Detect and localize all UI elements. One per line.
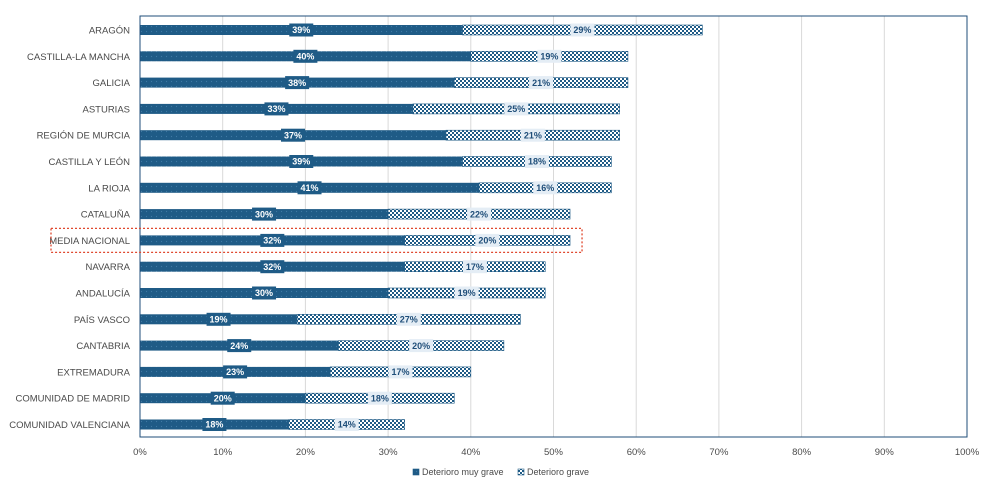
legend-label-deterioro-muy-grave: Deterioro muy grave bbox=[422, 467, 504, 477]
data-label: 24% bbox=[230, 341, 248, 351]
category-label: COMUNIDAD VALENCIANA bbox=[9, 420, 130, 431]
data-label-box bbox=[289, 23, 314, 37]
x-tick-label: 10% bbox=[213, 447, 233, 458]
data-label-box bbox=[252, 207, 277, 221]
data-label-box bbox=[260, 233, 285, 247]
data-label-box bbox=[454, 286, 479, 300]
data-label-box bbox=[227, 339, 252, 353]
x-tick-label: 20% bbox=[296, 447, 316, 458]
data-label-box bbox=[520, 128, 545, 142]
category-label: COMUNIDAD DE MADRID bbox=[15, 394, 130, 405]
data-label: 14% bbox=[338, 420, 356, 430]
x-tick-label: 0% bbox=[133, 447, 147, 458]
highlight-box bbox=[50, 227, 583, 254]
data-label-box bbox=[462, 260, 487, 274]
legend-swatch-deterioro-muy-grave bbox=[412, 468, 420, 476]
data-label: 39% bbox=[292, 157, 310, 167]
data-label: 18% bbox=[205, 420, 223, 430]
data-label-box bbox=[409, 339, 434, 353]
category-label: CANTABRIA bbox=[76, 341, 130, 352]
data-label-box bbox=[524, 155, 549, 168]
data-label-box bbox=[206, 312, 231, 326]
data-label: 20% bbox=[412, 341, 430, 351]
data-label: 19% bbox=[210, 315, 228, 325]
data-label: 16% bbox=[536, 183, 554, 193]
data-label-box bbox=[260, 260, 285, 274]
data-label: 21% bbox=[524, 130, 542, 140]
x-tick-label: 70% bbox=[709, 447, 729, 458]
x-tick-label: 60% bbox=[627, 447, 647, 458]
data-label: 23% bbox=[226, 367, 244, 377]
data-label-box bbox=[396, 312, 421, 326]
data-label-box bbox=[570, 23, 595, 37]
data-label-box bbox=[264, 102, 289, 116]
data-label: 20% bbox=[214, 393, 232, 403]
data-label: 18% bbox=[528, 157, 546, 167]
data-label-box bbox=[467, 207, 492, 221]
data-label-box bbox=[252, 286, 277, 300]
data-label: 30% bbox=[255, 288, 273, 298]
plot-frame bbox=[139, 15, 968, 438]
legend-label-deterioro-grave: Deterioro grave bbox=[527, 467, 589, 477]
data-label-box bbox=[210, 391, 235, 405]
data-label: 33% bbox=[267, 104, 285, 114]
x-tick-label: 40% bbox=[461, 447, 481, 458]
category-label: CASTILLA Y LEÓN bbox=[49, 157, 131, 168]
legend-swatch-deterioro-grave bbox=[517, 468, 525, 476]
data-label-box bbox=[529, 76, 554, 90]
category-label: EXTREMADURA bbox=[57, 367, 131, 378]
data-label: 39% bbox=[292, 25, 310, 35]
x-tick-label: 80% bbox=[792, 447, 812, 458]
category-label: ASTURIAS bbox=[82, 104, 130, 115]
x-tick-label: 90% bbox=[875, 447, 895, 458]
category-label: ANDALUCÍA bbox=[76, 289, 131, 300]
data-label-box bbox=[289, 155, 314, 168]
data-label: 40% bbox=[296, 52, 314, 62]
data-label-box bbox=[223, 365, 248, 379]
data-label-box bbox=[280, 128, 305, 142]
data-label-box bbox=[334, 418, 359, 431]
category-label: LA RIOJA bbox=[88, 183, 130, 194]
category-label: MEDIA NACIONAL bbox=[49, 236, 130, 247]
data-label: 38% bbox=[288, 78, 306, 88]
data-label: 29% bbox=[573, 25, 591, 35]
data-label: 30% bbox=[255, 209, 273, 219]
data-label-box bbox=[504, 102, 529, 116]
data-label-box bbox=[537, 49, 562, 63]
category-label: REGIÓN DE MURCIA bbox=[37, 131, 131, 142]
data-label: 22% bbox=[470, 209, 488, 219]
data-label: 19% bbox=[540, 52, 558, 62]
data-label: 32% bbox=[263, 236, 281, 246]
data-label: 25% bbox=[507, 104, 525, 114]
category-label: NAVARRA bbox=[85, 262, 130, 273]
x-tick-label: 100% bbox=[955, 447, 980, 458]
category-label: CATALUÑA bbox=[81, 210, 131, 221]
data-label: 19% bbox=[458, 288, 476, 298]
data-label-box bbox=[388, 365, 413, 379]
data-label-box bbox=[202, 418, 227, 431]
category-label: ARAGÓN bbox=[89, 26, 130, 37]
data-label: 21% bbox=[532, 78, 550, 88]
x-tick-label: 50% bbox=[544, 447, 564, 458]
data-label: 41% bbox=[301, 183, 319, 193]
data-label-box bbox=[367, 391, 392, 405]
data-label: 17% bbox=[466, 262, 484, 272]
data-label-box bbox=[285, 76, 310, 90]
data-label: 27% bbox=[400, 315, 418, 325]
category-label: PAÍS VASCO bbox=[74, 315, 130, 326]
data-label-box bbox=[533, 181, 558, 195]
data-label: 17% bbox=[391, 367, 409, 377]
data-label: 32% bbox=[263, 262, 281, 272]
data-label: 37% bbox=[284, 130, 302, 140]
data-label-box bbox=[297, 181, 322, 195]
legend: Deterioro muy grave Deterioro grave bbox=[412, 467, 589, 477]
category-label: CASTILLA-LA MANCHA bbox=[27, 52, 131, 63]
data-label: 18% bbox=[371, 393, 389, 403]
data-label-box bbox=[475, 233, 500, 247]
x-tick-label: 30% bbox=[379, 447, 399, 458]
data-label: 20% bbox=[478, 236, 496, 246]
category-label: GALICIA bbox=[93, 78, 131, 89]
data-label-box bbox=[293, 49, 318, 63]
